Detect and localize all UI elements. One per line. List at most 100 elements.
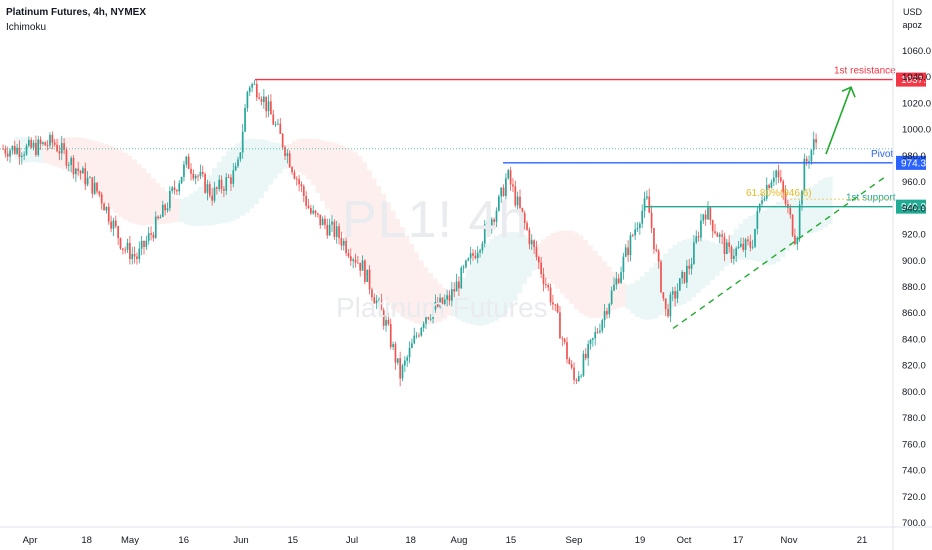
candle-body — [404, 360, 406, 366]
candle-body — [218, 179, 221, 189]
chart-title[interactable]: Platinum Futures, 4h, NYMEX — [6, 7, 147, 18]
price-tick-label: 700.0 — [902, 518, 926, 529]
cloud-segment — [663, 253, 668, 312]
candle-body — [49, 134, 51, 146]
cloud-segment — [141, 168, 147, 226]
candle-body — [427, 317, 430, 319]
cloud-segment — [150, 178, 156, 225]
candle-body — [723, 236, 726, 255]
candle-body — [361, 260, 364, 271]
cloud-segment — [597, 256, 603, 318]
candle-body — [154, 216, 157, 238]
candle-body — [796, 237, 799, 245]
candle-body — [253, 83, 256, 85]
cloud-segment — [75, 137, 81, 179]
candle-body — [20, 155, 23, 158]
candle-body — [641, 210, 644, 224]
cloud-segment — [240, 140, 245, 216]
candle-body — [728, 242, 730, 247]
candle-body — [500, 187, 503, 197]
cloud-segment — [625, 284, 631, 310]
watermark-symbol: PL1! 4h — [342, 191, 529, 249]
candle-body — [763, 198, 766, 201]
cloud-segment — [456, 284, 462, 320]
candle-body — [347, 253, 350, 257]
cloud-segment — [813, 184, 819, 233]
cloud-segment — [766, 207, 772, 266]
candle-body — [711, 220, 714, 232]
candle-body — [519, 196, 521, 208]
candle-body — [436, 301, 439, 307]
candle-body — [380, 299, 383, 311]
level-price-tag — [896, 155, 926, 170]
candle-body — [232, 170, 235, 184]
cloud-segment — [672, 244, 678, 307]
cloud-segment — [771, 204, 777, 265]
candle-body — [798, 204, 801, 238]
cloud-segment — [602, 261, 607, 317]
cloud-segment — [550, 233, 556, 284]
cloud-segment — [808, 187, 814, 234]
cloud-segment — [381, 193, 386, 301]
time-tick-label: 18 — [81, 535, 92, 546]
cloud-segment — [28, 138, 34, 163]
price-tick-label: 1060.0 — [902, 46, 931, 57]
candle-body — [396, 358, 399, 363]
cloud-segment — [428, 273, 433, 325]
candle-body — [133, 253, 136, 257]
cloud-segment — [484, 243, 490, 325]
price-tick-label: 780.0 — [902, 413, 926, 424]
candle-body — [373, 297, 376, 304]
candle-body — [681, 271, 683, 279]
candle-body — [744, 239, 747, 250]
indicator-label[interactable]: Ichimoku — [6, 22, 47, 33]
candle-body — [9, 150, 11, 157]
candle-body — [737, 246, 740, 249]
cloud-segment — [202, 181, 208, 226]
candle-body — [794, 235, 796, 245]
candle-body — [465, 260, 467, 268]
candle-body — [582, 353, 585, 376]
candle-body — [382, 310, 385, 326]
cloud-segment — [193, 190, 198, 227]
cloud-segment — [517, 232, 523, 293]
candle-body — [267, 101, 270, 112]
candle-body — [411, 343, 413, 349]
cloud-segment — [277, 143, 283, 174]
candle-body — [751, 246, 754, 248]
cloud-segment — [522, 234, 527, 285]
candle-body — [244, 107, 246, 132]
candle-body — [216, 187, 218, 189]
candle-body — [758, 203, 761, 212]
cloud-segment — [578, 235, 584, 314]
candle-body — [293, 172, 296, 179]
candle-body — [780, 177, 782, 182]
cloud-segment — [799, 192, 805, 238]
price-tick-label: 820.0 — [902, 361, 926, 372]
candle-body — [248, 87, 251, 92]
cloud-segment — [573, 232, 579, 309]
candle-body — [208, 184, 211, 196]
candle-body — [594, 332, 597, 339]
time-tick-label: 15 — [288, 535, 299, 546]
cloud-segment — [733, 228, 739, 262]
candle-body — [772, 177, 775, 182]
candle-body — [103, 203, 105, 211]
candle-body — [159, 216, 162, 219]
cloud-segment — [343, 147, 349, 243]
candle-body — [460, 267, 463, 289]
candle-body — [274, 124, 277, 125]
candle-body — [545, 284, 547, 286]
candle-body — [707, 207, 709, 220]
candle-body — [451, 289, 453, 301]
candle-body — [789, 207, 792, 215]
candle-body — [161, 204, 164, 217]
price-tick-label: 900.0 — [902, 256, 926, 267]
cloud-segment — [545, 235, 551, 280]
price-tick-label: 880.0 — [902, 282, 926, 293]
candle-body — [413, 335, 416, 344]
drawing-overlays[interactable]: 1st resistance 1037.8 Pivot 974.3 1st suppor… — [0, 66, 932, 330]
level-name-label: 1st resistance — [834, 66, 896, 77]
candle-body — [56, 144, 58, 152]
